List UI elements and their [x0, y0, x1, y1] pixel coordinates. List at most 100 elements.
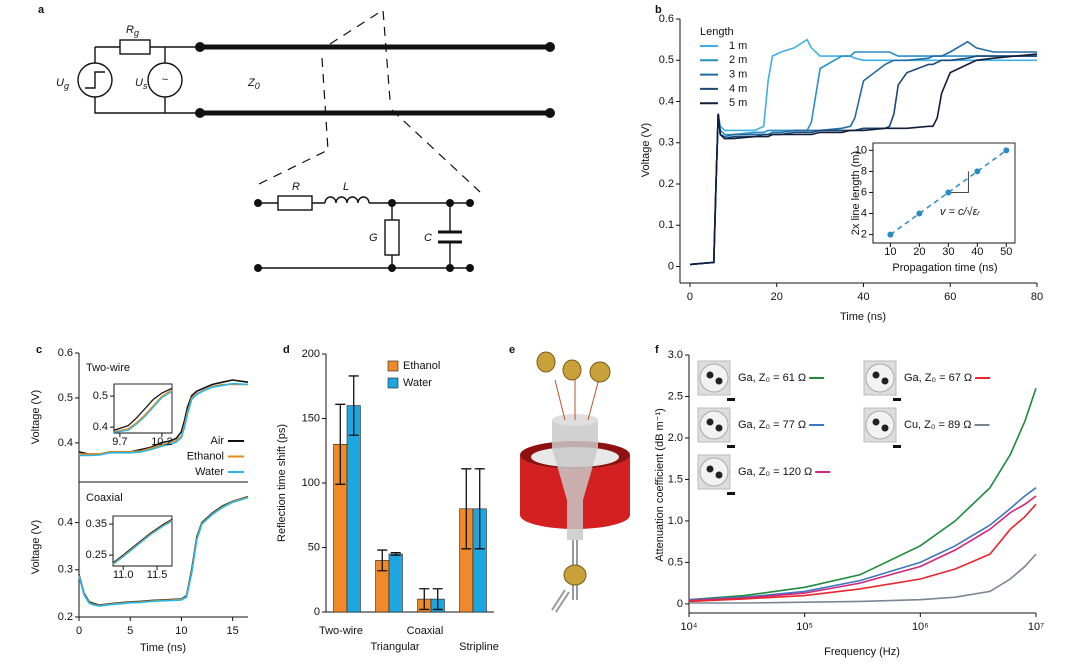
series-line: [113, 390, 173, 434]
x-tick-label: 20: [913, 246, 925, 258]
data-point: [974, 168, 981, 175]
y-axis-label: 2x line length (m): [850, 151, 862, 235]
sample-photo: [706, 371, 714, 379]
sample-photo: [865, 410, 895, 440]
y-tick-label: 200: [302, 348, 320, 360]
terminal: [195, 108, 205, 118]
x-tick-label: 10⁶: [912, 621, 929, 633]
legend-swatch: [387, 377, 399, 389]
label-main: R: [292, 181, 300, 193]
y-tick-label: 0.6: [58, 347, 73, 359]
sample-photo: [699, 363, 729, 393]
legend-label: Air: [211, 435, 225, 447]
series-line: [112, 518, 173, 564]
x-tick-label: 40: [857, 291, 869, 303]
x-tick-label: Stripline: [459, 641, 499, 653]
label-main: U: [135, 77, 143, 89]
y-tick-label: 0.6: [659, 13, 674, 25]
y-axis-label: Voltage (V): [30, 520, 42, 574]
y-tick-label: 0.1: [659, 219, 674, 231]
series-line: [113, 387, 173, 431]
panel-label: e: [509, 344, 515, 356]
y-tick-label: 0.3: [659, 137, 674, 149]
y-tick-label: 0.35: [86, 518, 107, 530]
y-axis-label: Reflection time shift (ps): [276, 424, 288, 542]
series-line: [688, 387, 1037, 601]
label-main: ~: [162, 74, 168, 86]
zoom-lines: [254, 8, 481, 193]
x-tick-label: 10: [884, 246, 896, 258]
legend-label: Water: [195, 466, 224, 478]
series-line: [688, 495, 1037, 602]
wire: [94, 46, 200, 114]
sample-photo: [872, 418, 880, 426]
x-tick-label: 10⁷: [1028, 621, 1044, 633]
x-axis-label: Frequency (Hz): [824, 646, 900, 658]
legend-label: Ga, Z₀ = 61 Ω: [738, 372, 806, 384]
resistor: [277, 195, 313, 211]
x-tick-label: 9.7: [112, 436, 127, 448]
y-tick-label: 6: [861, 186, 867, 198]
series-line: [112, 520, 173, 565]
y-axis-label: Attenuation coefficient (dB m⁻¹): [654, 408, 666, 562]
y-axis-label: Voltage (V): [30, 390, 42, 444]
y-tick-label: 0: [677, 598, 683, 610]
x-tick-label: 50: [1000, 246, 1012, 258]
sample-photo: [872, 371, 880, 379]
x-tick-label: 10.2: [151, 436, 172, 448]
y-tick-label: 1.5: [668, 473, 683, 485]
series-line: [79, 382, 249, 457]
circuit-label: L: [343, 181, 349, 193]
x-tick-label: 40: [971, 246, 983, 258]
y-tick-label: 0.4: [93, 421, 108, 433]
error-bar: [432, 588, 443, 611]
series-line: [688, 487, 1037, 601]
x-tick-label: 80: [1031, 291, 1043, 303]
sample-photo: [706, 418, 714, 426]
y-tick-label: 10: [855, 144, 867, 156]
label-sub: s: [143, 81, 148, 91]
circuit-label: C: [424, 232, 432, 244]
legend-label: Cu, Z₀ = 89 Ω: [904, 419, 972, 431]
x-tick-label: 5: [127, 625, 133, 637]
sample-photo: [699, 410, 729, 440]
sample-photo: [865, 363, 895, 393]
x-tick-label: 0: [76, 625, 82, 637]
panel-label: c: [36, 344, 42, 356]
legend-label: 5 m: [729, 97, 747, 109]
series-line: [689, 53, 1038, 266]
legend-label: Ga, Z₀ = 67 Ω: [904, 372, 972, 384]
y-tick-label: 0.3: [58, 564, 73, 576]
x-tick-label: 60: [944, 291, 956, 303]
capacitor: [438, 230, 462, 244]
y-tick-label: 0.4: [58, 517, 73, 529]
panel-label: d: [283, 344, 290, 356]
label-sub: 0: [255, 81, 260, 91]
y-tick-label: 0.4: [58, 437, 73, 449]
error-bar: [348, 375, 359, 436]
x-axis-label: Time (ns): [840, 311, 886, 323]
y-tick-label: 0.5: [668, 556, 683, 568]
scale-bar: [893, 445, 901, 448]
x-tick-label: 10: [175, 625, 187, 637]
source: [147, 62, 183, 98]
y-axis-label: Voltage (V): [640, 123, 652, 177]
legend-label: 4 m: [729, 83, 747, 95]
circuit-label: Us: [135, 77, 148, 91]
y-tick-label: 0.2: [659, 178, 674, 190]
x-tick-label: 15: [227, 625, 239, 637]
data-point: [945, 189, 952, 196]
sample-photo: [715, 471, 723, 479]
inductor: [324, 196, 370, 204]
fit-line: [889, 149, 1007, 236]
y-tick-label: 0: [668, 260, 674, 272]
circuit-label: Ug: [56, 77, 69, 91]
y-tick-label: 150: [302, 412, 320, 424]
legend-label: 3 m: [729, 69, 747, 81]
scale-bar: [893, 398, 901, 401]
data-point: [887, 231, 894, 238]
terminal: [545, 42, 555, 52]
circuit-label: Z0: [247, 77, 260, 91]
circuit-label: ~: [162, 74, 168, 86]
